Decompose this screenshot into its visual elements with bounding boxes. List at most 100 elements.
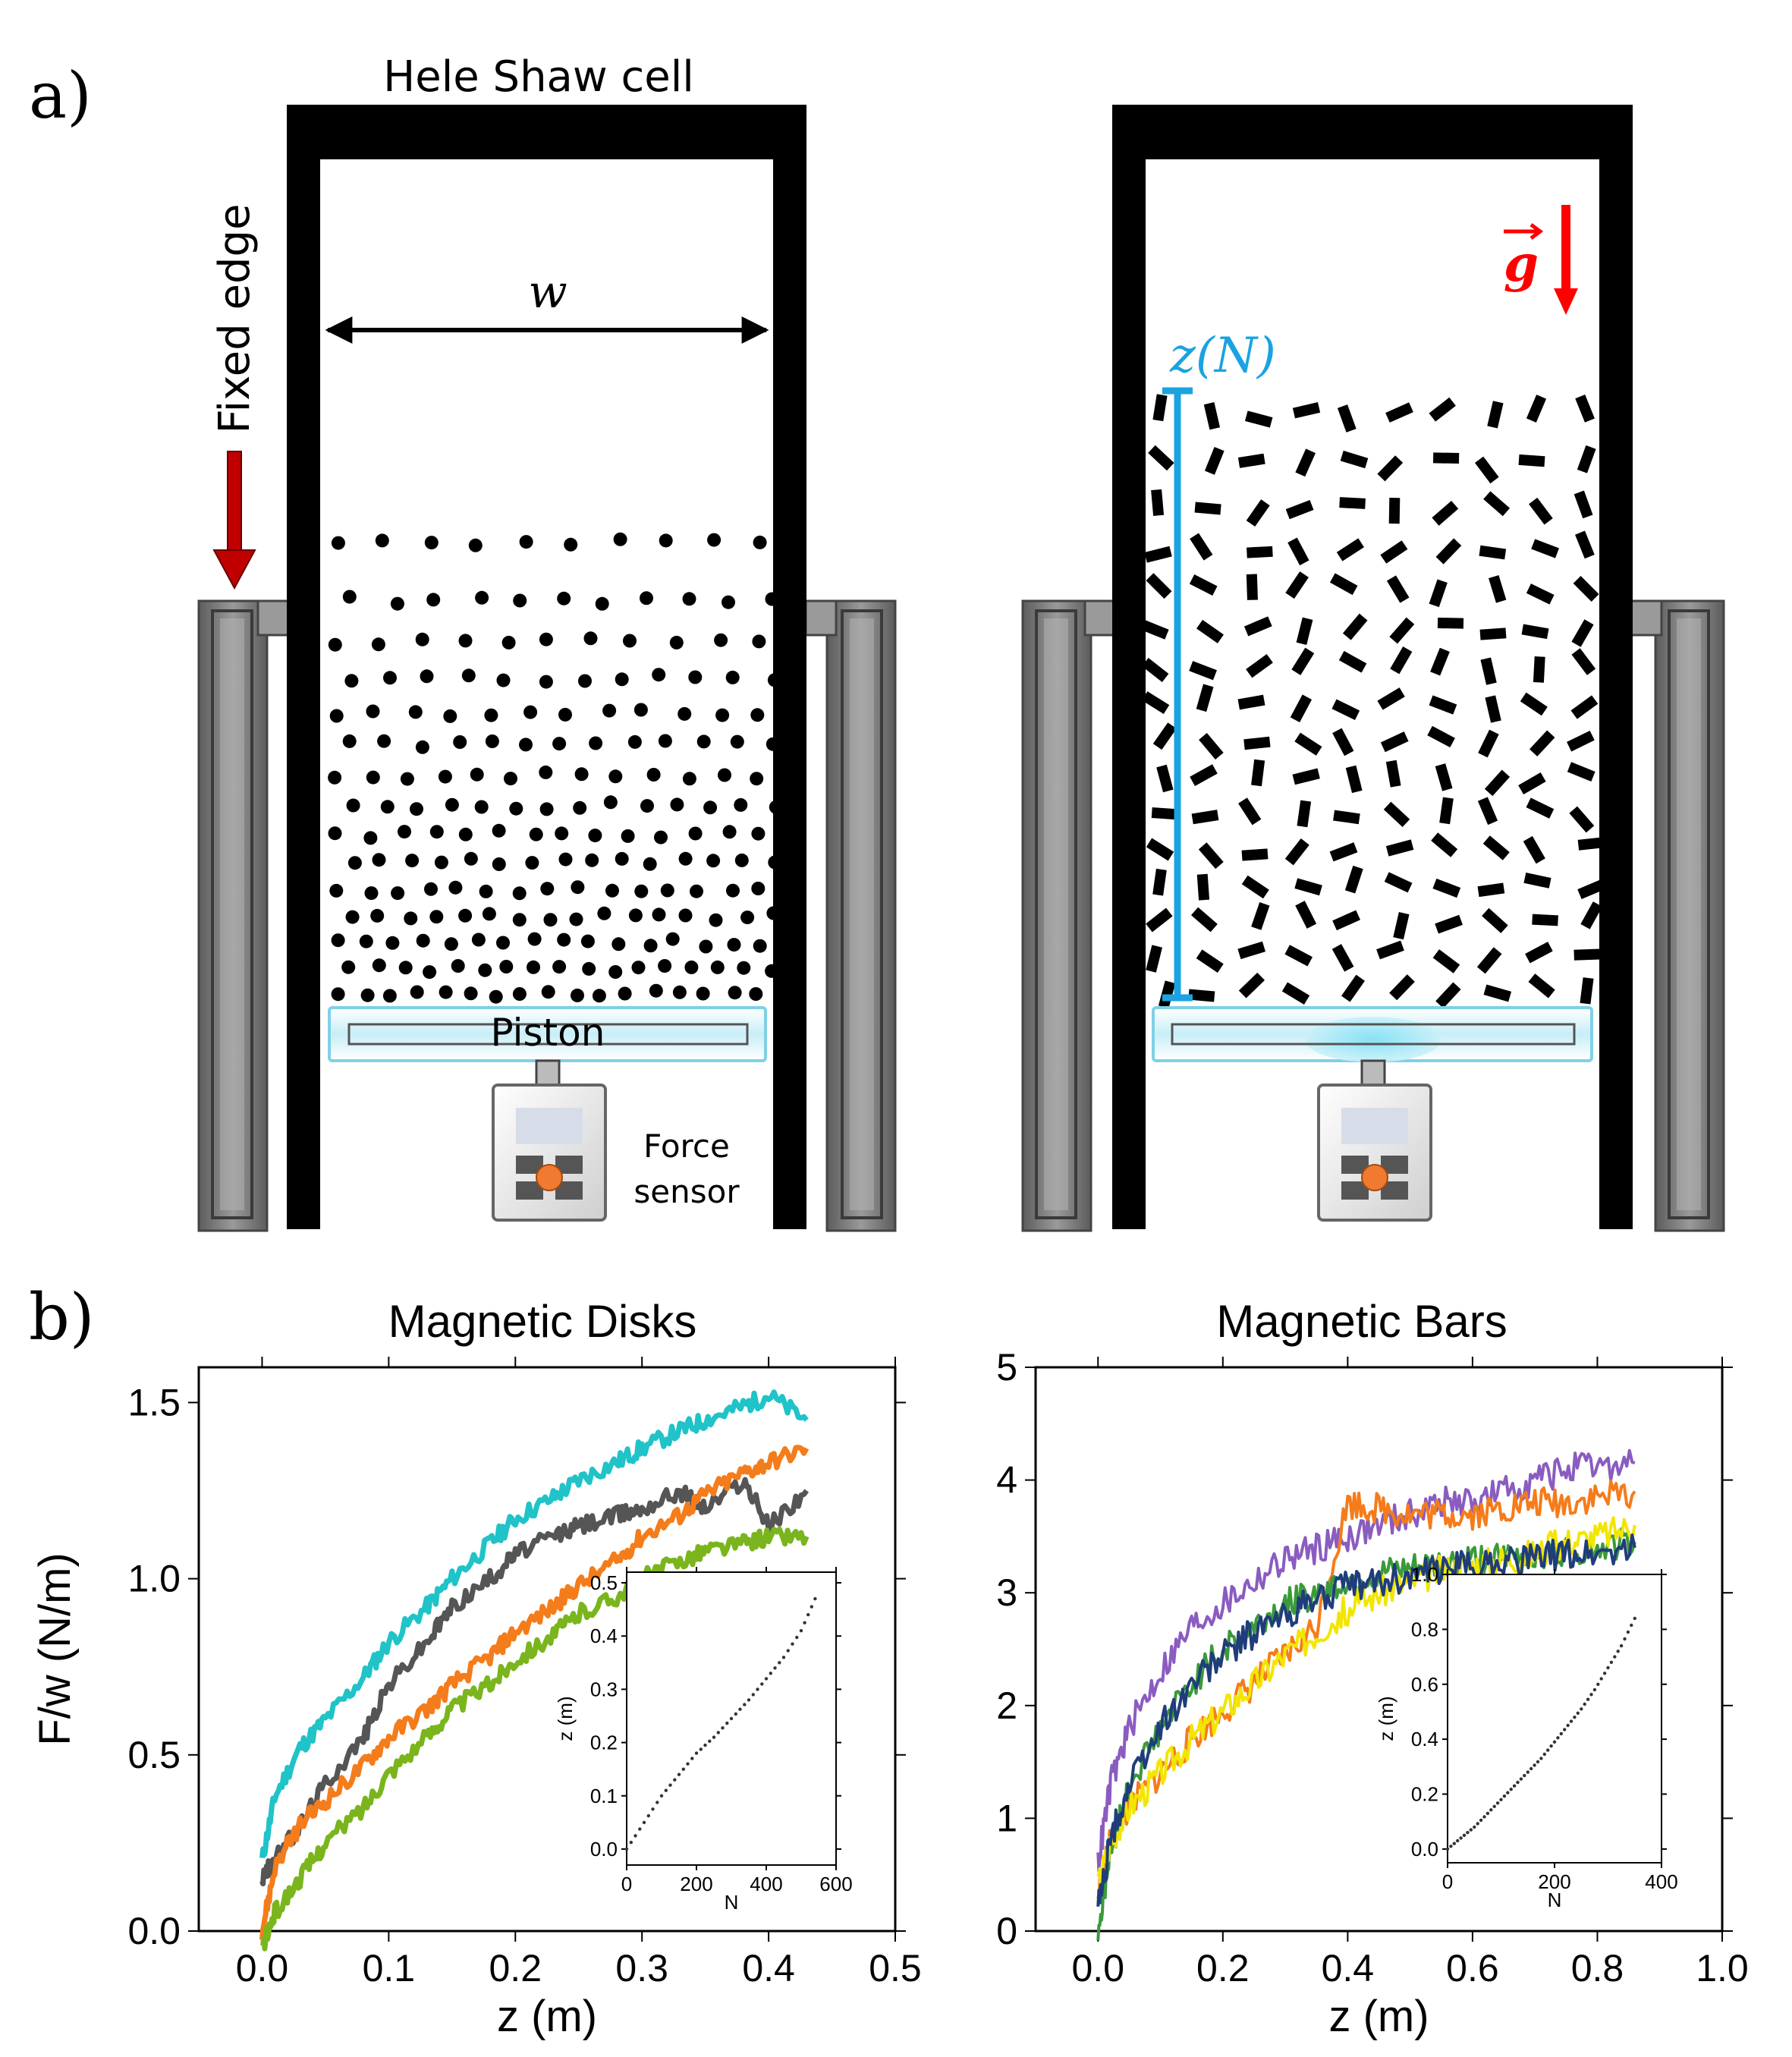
disk-particle [678,851,693,866]
inset-point [760,1682,764,1686]
inset-point [1499,1798,1503,1801]
bar-particle [1251,902,1270,930]
y-tick-label: 1.5 [127,1381,181,1423]
bar-particle [1146,838,1174,861]
disk-particle [539,675,553,689]
bar-particle [1439,797,1454,825]
disk-particle [706,854,721,868]
disk-particle [608,769,623,784]
disk-particle [489,989,503,1004]
disk-particle [751,826,766,841]
x-tick-label: 400 [750,1873,782,1895]
bar-particle [1329,573,1358,596]
x-tick-label: 0.2 [489,1947,542,1989]
disk-particle [643,939,658,953]
bar-particle [1577,879,1605,899]
disk-particle [471,933,486,947]
disk-particle [628,908,643,923]
disk-particle [714,633,728,647]
series-line [1096,1533,1636,1907]
disk-particle [509,801,523,816]
bar-particle [1476,947,1502,974]
y-axis-label: F/w (N/m) [30,1552,80,1746]
bar-particle [1341,974,1365,1002]
y-tick-label: 0.5 [127,1734,181,1776]
inset-plot: 0 200 400 0.0 0.2 0.4 0.6 0.8 1.0 Nz (m) [1375,1563,1678,1911]
disk-particle [580,934,595,948]
x-tick-label: 0 [1442,1870,1453,1893]
inset-point [721,1726,725,1730]
bar-particle [1528,973,1555,999]
disk-particle [595,596,609,611]
disk-particle [765,964,779,978]
disk-particle [366,770,380,785]
bar-particle [1432,452,1460,464]
y-tick-label: 5 [996,1346,1017,1389]
bar-particle [1429,579,1448,608]
bar-particle [1194,502,1221,515]
inset-point [659,1794,664,1798]
bar-particle [1482,907,1508,933]
magnetic-disks [328,532,783,1004]
inset-point [795,1635,799,1640]
force-sensor-label-1: Force [643,1128,730,1165]
inset-y-label: z (m) [554,1696,577,1741]
inset-plot: 0 200 400 600 0.0 0.1 0.2 0.3 0.4 0.5 Nz (m) [554,1567,853,1914]
bar-particle [1477,797,1498,826]
series-line [260,1526,810,1952]
bar-particle [1151,489,1165,516]
disk-particle [672,985,687,999]
inset-point [708,1739,712,1743]
height-label: z(N) [1169,328,1276,384]
bar-particle [1376,940,1404,960]
bar-particle [1577,837,1605,851]
disk-particle [492,857,506,871]
bar-particle [1479,545,1507,560]
inset-point [1536,1760,1540,1764]
bar-particle [1189,661,1217,681]
disk-particle [347,856,362,870]
inset-point [1529,1766,1533,1771]
inset-point [729,1716,734,1721]
bar-particle [1295,901,1317,929]
inset-point [747,1698,751,1702]
y-tick-label: 0.1 [590,1785,618,1807]
bar-particle [1567,730,1595,752]
bar-particle [1570,695,1599,719]
panel-a-letter: a) [29,58,92,133]
disk-particle [416,933,430,948]
disk-particle [678,706,692,721]
inset-point [1573,1716,1577,1719]
bar-particle [1295,448,1316,477]
inset-point [725,1721,729,1725]
disk-particle [451,959,465,973]
disk-particle [360,988,375,1002]
left-piston: Piston [328,1006,767,1062]
bar-particle [1188,989,1215,1002]
inset-point [1630,1623,1633,1628]
y-tick-label: 4 [996,1459,1017,1502]
disk-particle [627,734,642,749]
x-tick-label: 0.8 [1571,1947,1624,1989]
bar-particle [1146,907,1173,933]
bar-particle [1294,732,1322,756]
disk-particle [682,592,696,606]
disk-particle [597,906,611,920]
bar-particle [1577,445,1596,473]
gravity-vector-accent [1504,223,1544,240]
bar-particle [1393,911,1410,940]
bar-particle [1141,658,1169,682]
disk-particle [426,593,441,607]
disk-particle [464,851,478,866]
disk-particle [765,592,779,606]
disk-particle [603,795,618,810]
disk-particle [678,908,693,923]
disk-particle [470,767,484,782]
y-tick-label: 1.0 [1411,1563,1438,1586]
bar-particle [1196,949,1224,973]
disk-particle [571,880,585,895]
inset-point [629,1841,633,1845]
inset-point [1583,1702,1586,1706]
disk-particle [582,961,596,976]
